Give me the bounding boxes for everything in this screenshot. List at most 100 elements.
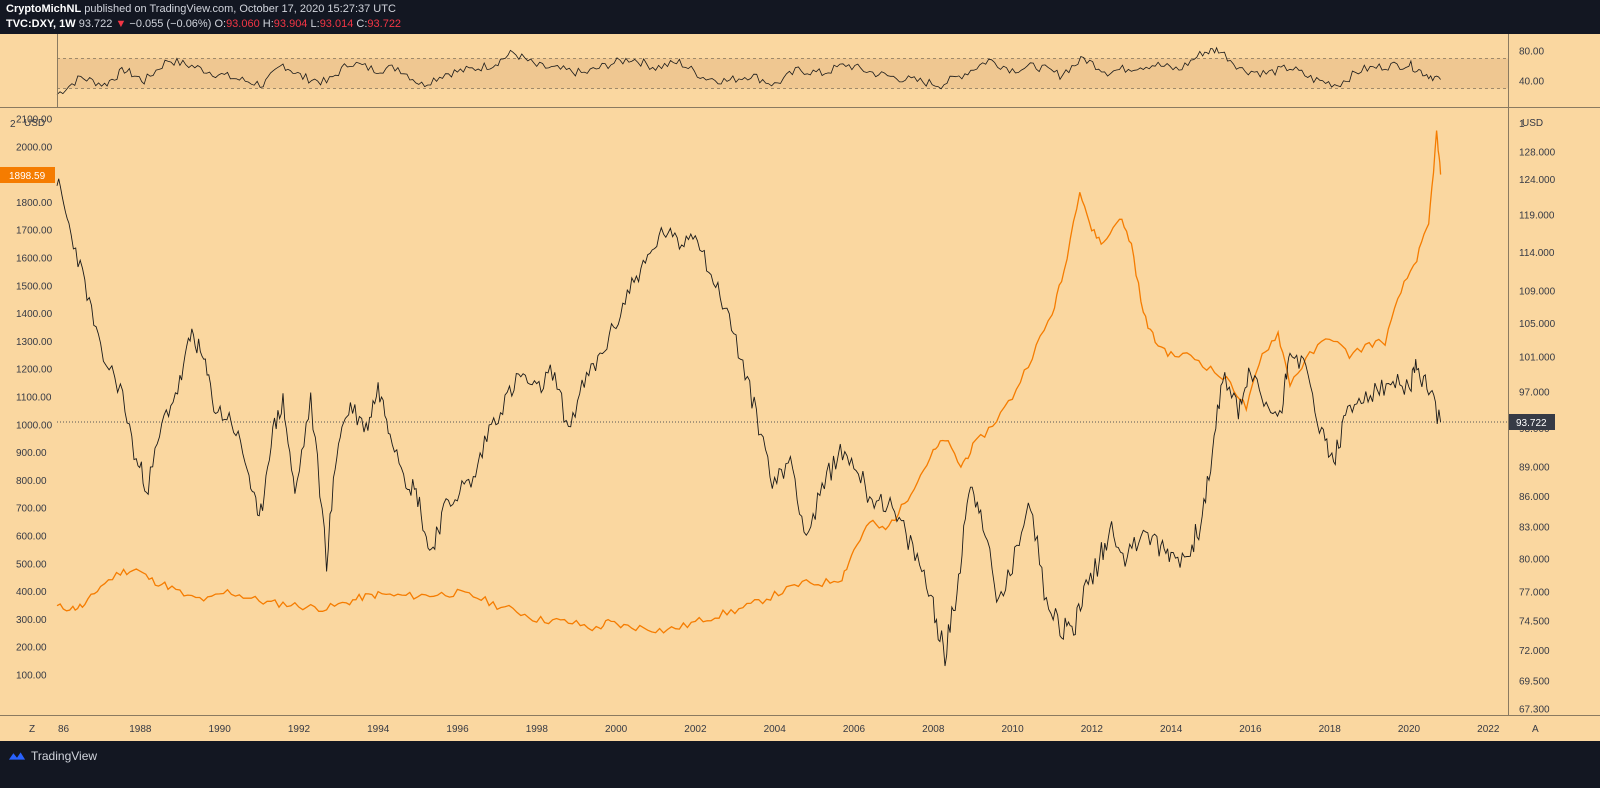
high-label: H: [262, 18, 274, 30]
right-axis-tick-label: 86.000 [1519, 492, 1550, 503]
tradingview-icon [8, 752, 26, 760]
symbol-legend: TVC:DXY, 1W 93.722 ▼ −0.055 (−0.06%) O:9… [6, 18, 401, 30]
left-axis-tick-label: 700.00 [16, 504, 47, 515]
x-axis-tick-label: 1988 [129, 724, 152, 735]
left-axis-tick-label: 800.00 [16, 476, 47, 487]
dxy-price-badge [1509, 413, 1555, 430]
dxy-price-badge-label: 93.722 [1516, 418, 1547, 429]
close-value: 93.722 [367, 18, 402, 30]
right-axis-unit: USD [1522, 118, 1543, 129]
x-axis-tick-label: 1998 [526, 724, 549, 735]
x-axis-tick-label: 2010 [1001, 724, 1024, 735]
left-axis-tick-label: 200.00 [16, 643, 47, 654]
x-axis-tick-label: 1990 [209, 724, 232, 735]
x-axis-partial-tick: 86 [58, 724, 70, 735]
right-axis-tick-label: 72.000 [1519, 646, 1550, 657]
left-axis-tick-label: 2100.00 [16, 115, 53, 126]
left-axis-tick-label: 100.00 [16, 671, 47, 682]
chart-background [0, 34, 1600, 741]
right-axis-tick-label: 97.000 [1519, 388, 1550, 399]
x-axis-tick-label: 2016 [1239, 724, 1262, 735]
right-axis-tick-label: 77.000 [1519, 588, 1550, 599]
right-axis-partial-tick: 1 [1519, 119, 1525, 130]
left-axis-tick-label: 1000.00 [16, 420, 53, 431]
left-axis-tick-label: 1800.00 [16, 198, 53, 209]
right-axis-tick-label: 128.000 [1519, 148, 1556, 159]
right-axis-tick-label: 74.500 [1519, 616, 1550, 627]
rsi-axis-tick-label: 80.00 [1519, 47, 1544, 58]
open-value: 93.060 [226, 18, 260, 30]
x-axis-tick-label: 1994 [367, 724, 390, 735]
right-axis-tick-label: 69.500 [1519, 677, 1550, 688]
right-axis-tick-label: 67.300 [1519, 704, 1550, 715]
down-arrow-icon: ▼ [115, 18, 127, 30]
left-axis-partial-tick: 2 [10, 119, 16, 130]
x-axis-tick-label: 1992 [288, 724, 311, 735]
x-axis-tick-label: 2004 [764, 724, 787, 735]
x-axis-tick-label: 2000 [605, 724, 628, 735]
left-axis-tick-label: 1200.00 [16, 365, 53, 376]
right-axis-tick-label: 105.000 [1519, 319, 1556, 330]
right-axis-tick-label: 80.000 [1519, 555, 1550, 566]
gold-series-line[interactable] [56, 130, 1442, 634]
x-axis-tick-label: 2002 [684, 724, 707, 735]
x-axis-tick-label: 2012 [1081, 724, 1104, 735]
left-axis-tick-label: 400.00 [16, 587, 47, 598]
price-change: −0.055 (−0.06%) [129, 18, 212, 30]
time-axis[interactable]: 86 1988 1990 1992 1994 1996 1998 2000 2002 2004 20… [29, 724, 1539, 735]
left-axis-tick-label: 1700.00 [16, 226, 53, 237]
rsi-axis-tick-label: 40.00 [1519, 77, 1544, 88]
left-axis-tick-label: 900.00 [16, 448, 47, 459]
brand-name: TradingView [31, 749, 98, 763]
publish-info: CryptoMichNL published on TradingView.co… [6, 3, 396, 15]
left-axis-tick-label: 1500.00 [16, 281, 53, 292]
x-axis-tick-label: 2006 [843, 724, 866, 735]
tradingview-logo[interactable]: TradingView [8, 749, 97, 763]
left-axis-tick-label: 1300.00 [16, 337, 53, 348]
x-axis-tick-label: 2014 [1160, 724, 1183, 735]
right-axis-tick-label: 119.000 [1519, 211, 1555, 222]
left-axis-tick-label: 1100.00 [16, 393, 52, 404]
x-axis-tick-label: 2018 [1319, 724, 1342, 735]
main-pane[interactable] [56, 130, 1508, 667]
rsi-band [57, 58, 1508, 89]
right-axis-tick-label: 83.000 [1519, 523, 1550, 534]
gold-price-badge-label: 1898.59 [9, 171, 46, 182]
low-value: 93.014 [319, 18, 354, 30]
left-axis-tick-label: 1400.00 [16, 309, 53, 320]
symbol-name[interactable]: TVC:DXY, 1W [6, 18, 76, 30]
published-text: published on TradingView.com, October 17… [84, 3, 396, 15]
left-price-axis[interactable]: USD22100.002000.001900.001800.001700.001… [0, 115, 55, 682]
right-axis-tick-label: 109.000 [1519, 287, 1556, 298]
author-name[interactable]: CryptoMichNL [6, 3, 82, 15]
close-label: C: [356, 18, 368, 30]
left-axis-tick-label: 500.00 [16, 559, 47, 570]
chart-header: CryptoMichNL published on TradingView.co… [0, 0, 1600, 34]
auto-scale-button-label: A [1532, 724, 1539, 735]
right-axis-tick-label: 101.000 [1519, 353, 1556, 364]
right-axis-tick-label: 114.000 [1519, 248, 1555, 259]
x-axis-tick-label: 2008 [922, 724, 945, 735]
footer-bar: TradingView [0, 741, 1600, 788]
dxy-series-line[interactable] [56, 178, 1442, 667]
left-axis-tick-label: 300.00 [16, 615, 47, 626]
x-axis-tick-label: 1996 [446, 724, 469, 735]
rsi-pane[interactable] [56, 46, 1508, 95]
last-price: 93.722 [78, 18, 113, 30]
gold-price-badge [0, 166, 55, 183]
left-axis-tick-label: 2000.00 [16, 142, 53, 153]
open-label: O: [214, 18, 227, 30]
rsi-line[interactable] [56, 46, 1441, 95]
x-axis-tick-label: 2020 [1398, 724, 1421, 735]
right-axis-tick-label: 124.000 [1519, 175, 1556, 186]
left-axis-unit: USD [24, 118, 45, 129]
right-axis-tick-label: 89.000 [1519, 462, 1550, 473]
left-axis-tick-label: 1600.00 [16, 254, 53, 265]
high-value: 93.904 [273, 18, 308, 30]
low-label: L: [310, 18, 320, 30]
x-axis-tick-label: 2022 [1477, 724, 1500, 735]
left-axis-tick-label: 600.00 [16, 532, 47, 543]
zoom-button-label: Z [29, 724, 35, 735]
